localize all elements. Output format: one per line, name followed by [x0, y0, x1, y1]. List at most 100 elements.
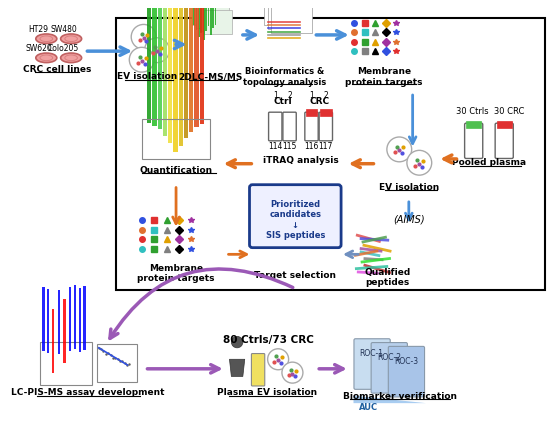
Text: iTRAQ analysis: iTRAQ analysis [263, 156, 339, 165]
FancyBboxPatch shape [465, 123, 483, 158]
Text: EV isolation: EV isolation [117, 72, 178, 81]
FancyBboxPatch shape [268, 0, 307, 29]
Text: 117: 117 [318, 142, 333, 151]
Bar [142, 119, 211, 159]
Text: Pooled plasma: Pooled plasma [452, 158, 526, 167]
Text: 2: 2 [287, 91, 292, 99]
Bar [58, 290, 60, 354]
Bar [306, 109, 317, 116]
Bar [210, 0, 212, 35]
Text: 30 Ctrls  30 CRC: 30 Ctrls 30 CRC [456, 107, 524, 116]
Text: Ctrl: Ctrl [273, 97, 292, 106]
Text: SW620: SW620 [25, 44, 52, 53]
FancyBboxPatch shape [116, 18, 545, 290]
Text: (AIMS): (AIMS) [393, 215, 425, 225]
Text: Target selection: Target selection [254, 271, 336, 280]
Bar [193, 0, 195, 24]
Ellipse shape [65, 55, 78, 61]
Bar [79, 288, 81, 352]
Text: 2DLC-MS/MS: 2DLC-MS/MS [178, 72, 243, 81]
Text: HT29: HT29 [29, 25, 49, 34]
FancyBboxPatch shape [272, 3, 311, 33]
Circle shape [145, 38, 169, 63]
FancyBboxPatch shape [204, 10, 232, 34]
Text: Membrane
protein targets: Membrane protein targets [345, 67, 423, 87]
Text: Quantification: Quantification [140, 166, 213, 175]
Bar [152, 0, 157, 126]
Bar [40, 342, 92, 385]
Bar [147, 0, 151, 123]
Bar [215, 0, 217, 24]
Bar [168, 0, 173, 143]
Ellipse shape [40, 36, 53, 42]
FancyBboxPatch shape [319, 112, 333, 141]
Ellipse shape [36, 34, 57, 43]
Bar [189, 0, 194, 132]
Ellipse shape [65, 36, 78, 42]
FancyBboxPatch shape [268, 112, 282, 141]
FancyBboxPatch shape [200, 7, 228, 31]
Text: Colo205: Colo205 [48, 44, 79, 53]
Bar [163, 0, 167, 136]
Bar [203, 0, 205, 40]
Bar [198, 0, 200, 37]
Text: SW480: SW480 [50, 25, 77, 34]
Text: Qualified
peptides: Qualified peptides [365, 267, 411, 287]
Text: LC-PIS-MS assay development: LC-PIS-MS assay development [10, 388, 164, 397]
Bar [158, 0, 162, 130]
FancyBboxPatch shape [251, 354, 265, 386]
Circle shape [268, 349, 289, 370]
Bar [83, 286, 86, 350]
FancyBboxPatch shape [192, 2, 221, 25]
FancyBboxPatch shape [305, 112, 318, 141]
Bar [320, 109, 332, 116]
Bar [42, 287, 45, 351]
Text: 115: 115 [282, 142, 297, 151]
Text: CRC cell lines: CRC cell lines [23, 65, 91, 74]
Text: EV isolation: EV isolation [379, 183, 439, 192]
Bar [497, 121, 512, 128]
Bar [69, 287, 72, 351]
FancyBboxPatch shape [264, 0, 304, 25]
Ellipse shape [36, 53, 57, 63]
Text: 114: 114 [268, 142, 283, 151]
Text: Bioinformatics &
topology analysis: Bioinformatics & topology analysis [243, 67, 327, 87]
FancyBboxPatch shape [495, 123, 513, 158]
Text: 80 Ctrls/73 CRC: 80 Ctrls/73 CRC [223, 335, 314, 345]
Bar [47, 289, 50, 353]
Text: Prioritized
candidates
↓
SIS peptides: Prioritized candidates ↓ SIS peptides [266, 200, 325, 240]
FancyBboxPatch shape [196, 4, 225, 28]
Circle shape [282, 362, 303, 383]
Bar [179, 0, 183, 146]
Text: Membrane
protein targets: Membrane protein targets [138, 264, 215, 283]
Bar [194, 0, 199, 127]
Circle shape [129, 47, 154, 72]
Bar [74, 285, 76, 349]
FancyBboxPatch shape [250, 185, 341, 248]
Ellipse shape [60, 34, 81, 43]
Ellipse shape [60, 53, 81, 63]
Circle shape [131, 24, 156, 49]
Circle shape [232, 336, 243, 348]
Text: Biomarker verification: Biomarker verification [343, 392, 457, 401]
FancyBboxPatch shape [371, 343, 408, 393]
Text: ROC-2: ROC-2 [377, 353, 401, 362]
Text: ROC-3: ROC-3 [394, 357, 418, 366]
FancyBboxPatch shape [388, 346, 425, 397]
Bar [196, 0, 197, 30]
Text: AUC: AUC [359, 403, 378, 413]
Text: Plasma EV isolation: Plasma EV isolation [217, 388, 317, 397]
Text: 116: 116 [304, 142, 318, 151]
Circle shape [387, 137, 412, 162]
Ellipse shape [40, 55, 53, 61]
Text: 1: 1 [309, 91, 314, 99]
Bar [200, 0, 204, 125]
Bar [184, 0, 188, 138]
Text: 2: 2 [323, 91, 328, 99]
Bar [466, 121, 481, 128]
Bar [208, 0, 210, 27]
Polygon shape [229, 359, 245, 376]
Polygon shape [354, 395, 426, 403]
Bar [200, 0, 202, 33]
Bar [63, 299, 65, 363]
